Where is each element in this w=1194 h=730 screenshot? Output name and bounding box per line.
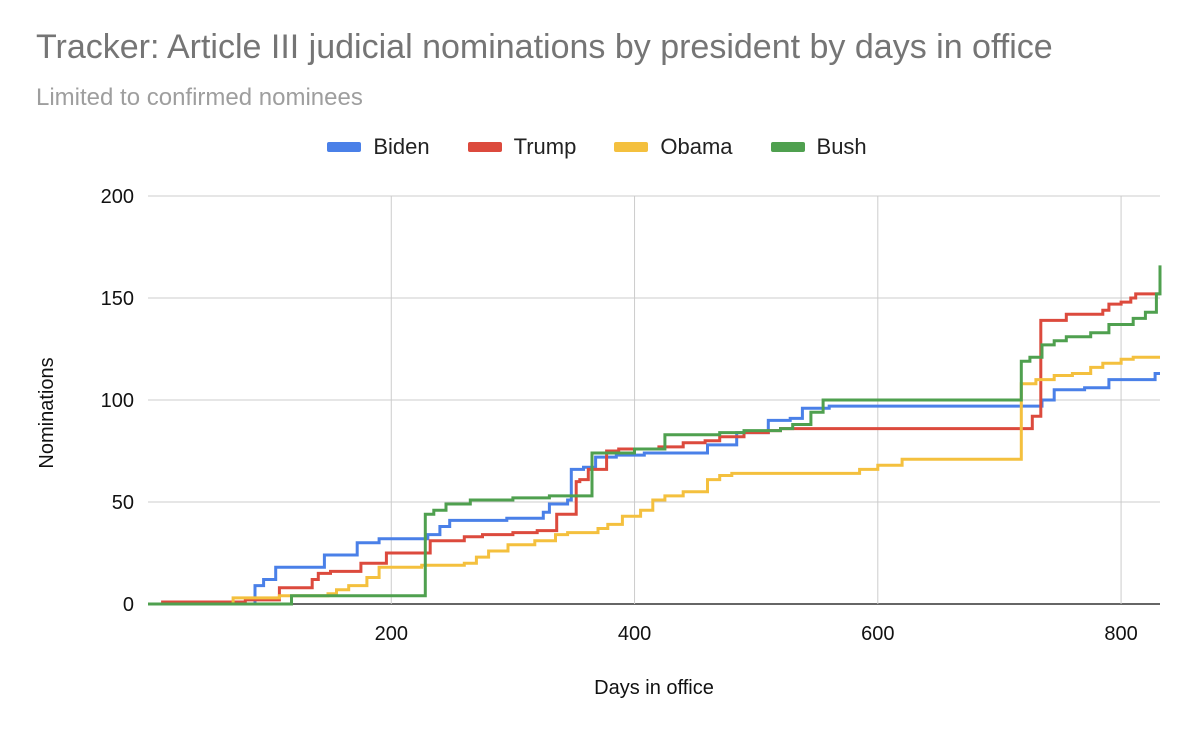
series-line-biden: [148, 372, 1160, 606]
x-tick-label: 800: [1104, 623, 1137, 645]
tick-labels: 0 50 100 150 200 200 400 600 800: [101, 186, 1138, 645]
legend-label-biden: Biden: [373, 134, 430, 159]
legend-label-obama: Obama: [660, 134, 733, 159]
legend-item-obama[interactable]: Obama: [614, 134, 733, 160]
series-line-trump: [148, 292, 1160, 606]
gridlines: [148, 195, 1160, 605]
y-tick-label: 0: [123, 594, 134, 616]
y-tick-label: 100: [101, 390, 134, 412]
y-axis-title: Nominations: [36, 357, 58, 468]
legend-swatch-biden: [327, 142, 362, 152]
series-lines: [148, 265, 1162, 606]
chart-subtitle: Limited to confirmed nominees: [36, 84, 363, 111]
y-tick-label: 50: [112, 492, 134, 514]
series-line-bush: [148, 265, 1162, 606]
x-tick-label: 600: [861, 623, 894, 645]
legend-label-trump: Trump: [513, 134, 577, 159]
chart-title: Tracker: Article III judicial nomination…: [36, 28, 1053, 66]
x-tick-label: 200: [375, 623, 408, 645]
y-tick-label: 200: [101, 186, 134, 208]
legend-swatch-obama: [614, 142, 649, 152]
x-axis-title: Days in office: [594, 677, 714, 699]
legend-item-bush[interactable]: Bush: [770, 134, 867, 160]
y-tick-label: 150: [101, 288, 134, 310]
legend-swatch-bush: [770, 142, 805, 152]
series-line-obama: [148, 355, 1160, 606]
legend: Biden Trump Obama Bush: [0, 130, 1194, 164]
x-tick-label: 400: [618, 623, 651, 645]
legend-swatch-trump: [467, 142, 502, 152]
legend-item-trump[interactable]: Trump: [467, 134, 577, 160]
legend-item-biden[interactable]: Biden: [327, 134, 430, 160]
legend-label-bush: Bush: [816, 134, 867, 159]
